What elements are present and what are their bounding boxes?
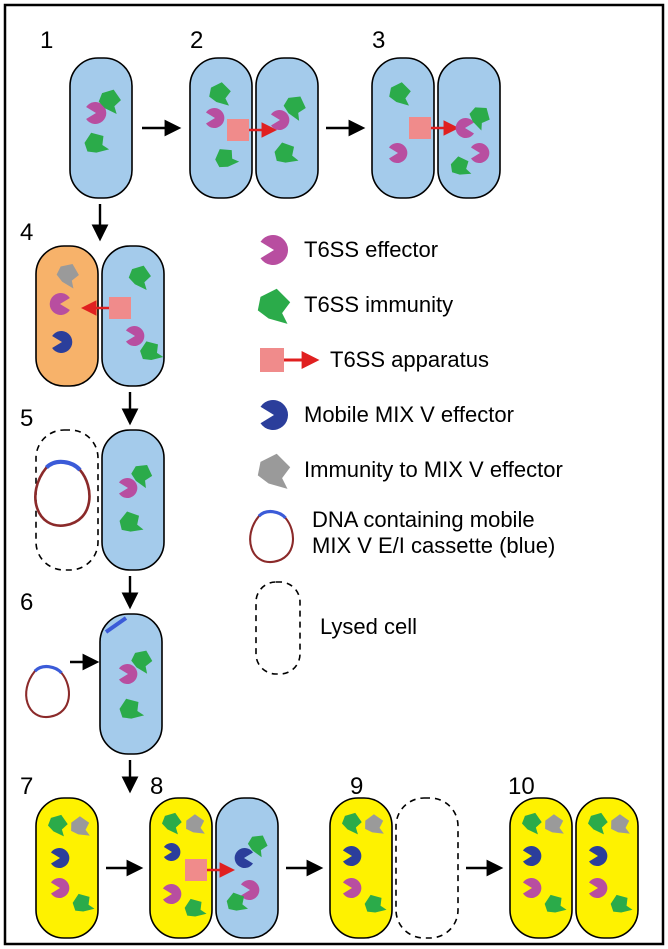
legend-t6ss-immunity: T6SS immunity	[304, 292, 453, 317]
legend-dna-line2: MIX V E/I cassette (blue)	[312, 533, 555, 558]
legend-lysed-cell: Lysed cell	[320, 614, 417, 639]
step-5-label: 5	[20, 405, 33, 432]
legend-t6ss-apparatus: T6SS apparatus	[330, 347, 489, 372]
step-9-label: 9	[350, 773, 363, 800]
step-10-label: 10	[508, 773, 535, 800]
step-8-label: 8	[150, 773, 163, 800]
legend-immunity-mix: Immunity to MIX V effector	[304, 457, 563, 482]
step-1-label: 1	[40, 27, 53, 54]
step-2-label: 2	[190, 27, 203, 54]
step-3-label: 3	[372, 27, 385, 54]
legend-mobile-effector: Mobile MIX V effector	[304, 402, 514, 427]
legend-t6ss-effector: T6SS effector	[304, 237, 438, 262]
step-4-label: 4	[20, 219, 33, 246]
step-7-label: 7	[20, 773, 33, 800]
legend-dna-line1: DNA containing mobile	[312, 507, 535, 532]
step-6-label: 6	[20, 589, 33, 616]
